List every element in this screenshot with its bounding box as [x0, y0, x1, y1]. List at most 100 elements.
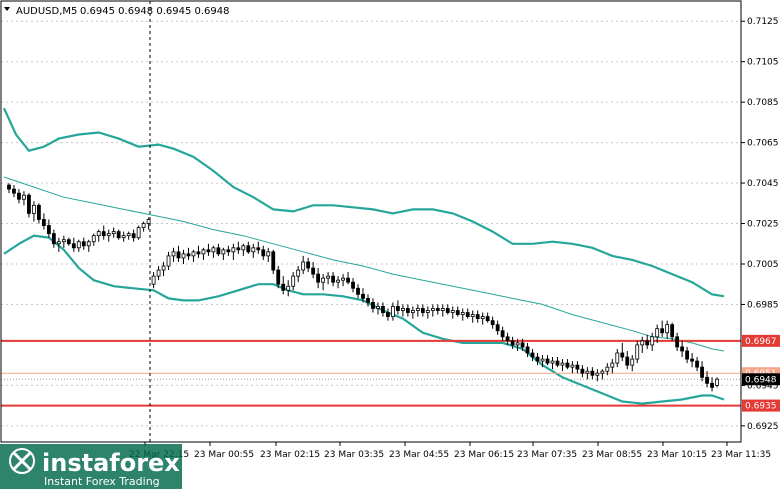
candle: [710, 377, 714, 392]
candle: [86, 239, 91, 252]
candle-body: [635, 344, 640, 360]
x-tick-label: 23 Mar 00:55: [194, 450, 254, 460]
candle: [376, 302, 380, 315]
last-price-label: 0.6948: [745, 375, 777, 385]
envelope-bands: [2, 107, 725, 405]
candle: [56, 237, 61, 252]
candle: [560, 359, 565, 372]
candle: [37, 203, 41, 224]
candle-body: [191, 251, 196, 257]
candle: [381, 302, 385, 317]
candle-body: [430, 308, 435, 311]
candle-body: [690, 358, 694, 362]
candle: [131, 229, 136, 242]
candle-body: [400, 308, 405, 311]
candle-body: [32, 204, 36, 214]
candle: [216, 243, 221, 256]
candle-body: [605, 366, 610, 372]
candle-body: [625, 356, 630, 366]
candle: [410, 306, 415, 319]
candle-body: [171, 251, 176, 257]
candle: [316, 268, 321, 289]
candle-body: [27, 194, 31, 214]
candle: [396, 300, 400, 315]
candle-body: [81, 241, 86, 247]
candle-body: [640, 340, 645, 346]
candle-body: [515, 342, 520, 346]
level-price-label: 0.6935: [745, 402, 777, 412]
candle: [181, 249, 186, 264]
ohlc-readout: 0.6945 0.6948 0.6945 0.6948: [80, 6, 230, 17]
candle: [570, 361, 575, 374]
candle: [435, 304, 440, 315]
candle-body: [540, 358, 545, 362]
candle-body: [391, 306, 395, 317]
candle-body: [96, 231, 101, 237]
candle: [500, 326, 505, 341]
candle-body: [580, 368, 585, 374]
candle: [430, 304, 435, 317]
candle: [66, 237, 71, 246]
candle: [22, 191, 26, 206]
candle-body: [500, 330, 505, 338]
candle: [17, 189, 21, 204]
candle-body: [396, 306, 400, 311]
candle: [655, 324, 660, 343]
candle: [156, 266, 161, 281]
dropdown-arrow-icon[interactable]: [4, 7, 10, 11]
candle-body: [371, 302, 375, 309]
price-grid: [1, 20, 741, 427]
candle: [545, 355, 550, 366]
candle: [615, 348, 620, 368]
candle-body: [465, 312, 470, 317]
candle: [311, 261, 316, 279]
candle: [306, 257, 311, 273]
candle: [386, 308, 390, 321]
candle-body: [470, 314, 475, 317]
candle: [371, 298, 375, 313]
candle-body: [480, 316, 485, 320]
candle-body: [545, 358, 550, 364]
candle: [680, 340, 685, 358]
candle: [96, 229, 101, 242]
candle-body: [61, 239, 66, 243]
candle-body: [276, 269, 281, 285]
candle: [625, 350, 630, 370]
middle-band-line: [3, 176, 725, 352]
candle: [76, 239, 81, 252]
candle: [246, 241, 251, 254]
candle: [211, 245, 216, 258]
candle-body: [326, 275, 330, 279]
candle-body: [356, 287, 360, 295]
candle-body: [296, 269, 301, 277]
candle-body: [111, 231, 116, 235]
candle-body: [37, 204, 41, 220]
candle-body: [530, 352, 535, 358]
candle: [106, 229, 111, 242]
candle: [675, 332, 680, 351]
y-tick-label: 0.7065: [747, 139, 779, 149]
candle-body: [336, 279, 340, 283]
candle-body: [645, 340, 650, 346]
candle-body: [231, 247, 236, 253]
candle-body: [281, 283, 286, 291]
candle-body: [71, 243, 76, 249]
candle-body: [710, 382, 714, 388]
candle-body: [201, 249, 206, 255]
candle: [271, 249, 276, 275]
candle-body: [705, 376, 709, 384]
candle-body: [256, 247, 261, 251]
watermark-logo: instaforex Instant Forex Trading: [0, 444, 182, 489]
candle: [495, 320, 500, 335]
candle: [241, 243, 246, 256]
candle: [296, 266, 301, 283]
candle-body: [495, 324, 500, 332]
candle-body: [76, 241, 81, 249]
candle: [715, 377, 719, 388]
candle: [505, 332, 510, 345]
candle: [645, 334, 650, 349]
candle: [475, 310, 480, 323]
candle-body: [181, 253, 186, 259]
